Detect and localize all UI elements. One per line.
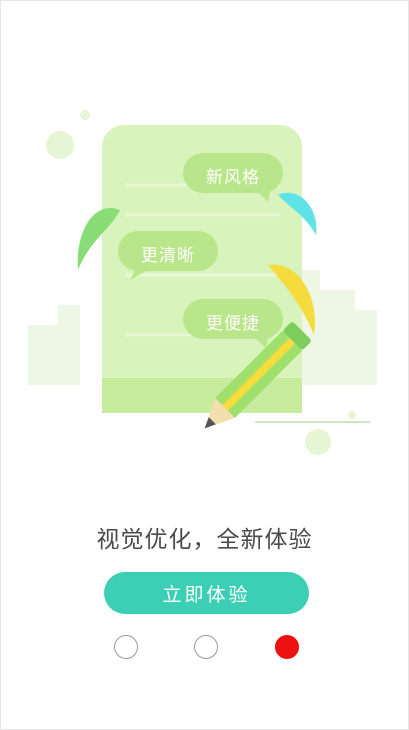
decor-circle [348,411,356,419]
card-footer-round [102,390,302,413]
decor-circle [305,429,331,455]
city-background [28,270,377,385]
leaf-yellow [268,264,316,335]
leaf-green [77,208,120,270]
pencil-icon [204,322,311,429]
bubble-shape [118,231,218,271]
bubble-more-convenient: 更便捷 [206,314,260,334]
bubble-shape [183,299,283,339]
decor-circle [80,110,90,120]
pagination [0,635,409,661]
page-dot-2[interactable] [194,635,218,659]
leaf-cyan [278,192,317,235]
page-dot-1[interactable] [114,635,138,659]
start-experience-button[interactable]: 立即体验 [104,572,309,614]
bubble-shape [183,153,283,193]
bubble-new-style: 新风格 [206,168,260,188]
page-dot-3-active[interactable] [275,635,299,659]
illustration-graphic [28,110,377,455]
decor-circle [46,131,74,159]
headline: 视觉优化，全新体验 [96,527,313,553]
bubble-clearer: 更清晰 [141,246,195,266]
onboarding-illustration: 新风格 更清晰 更便捷 [0,100,409,480]
